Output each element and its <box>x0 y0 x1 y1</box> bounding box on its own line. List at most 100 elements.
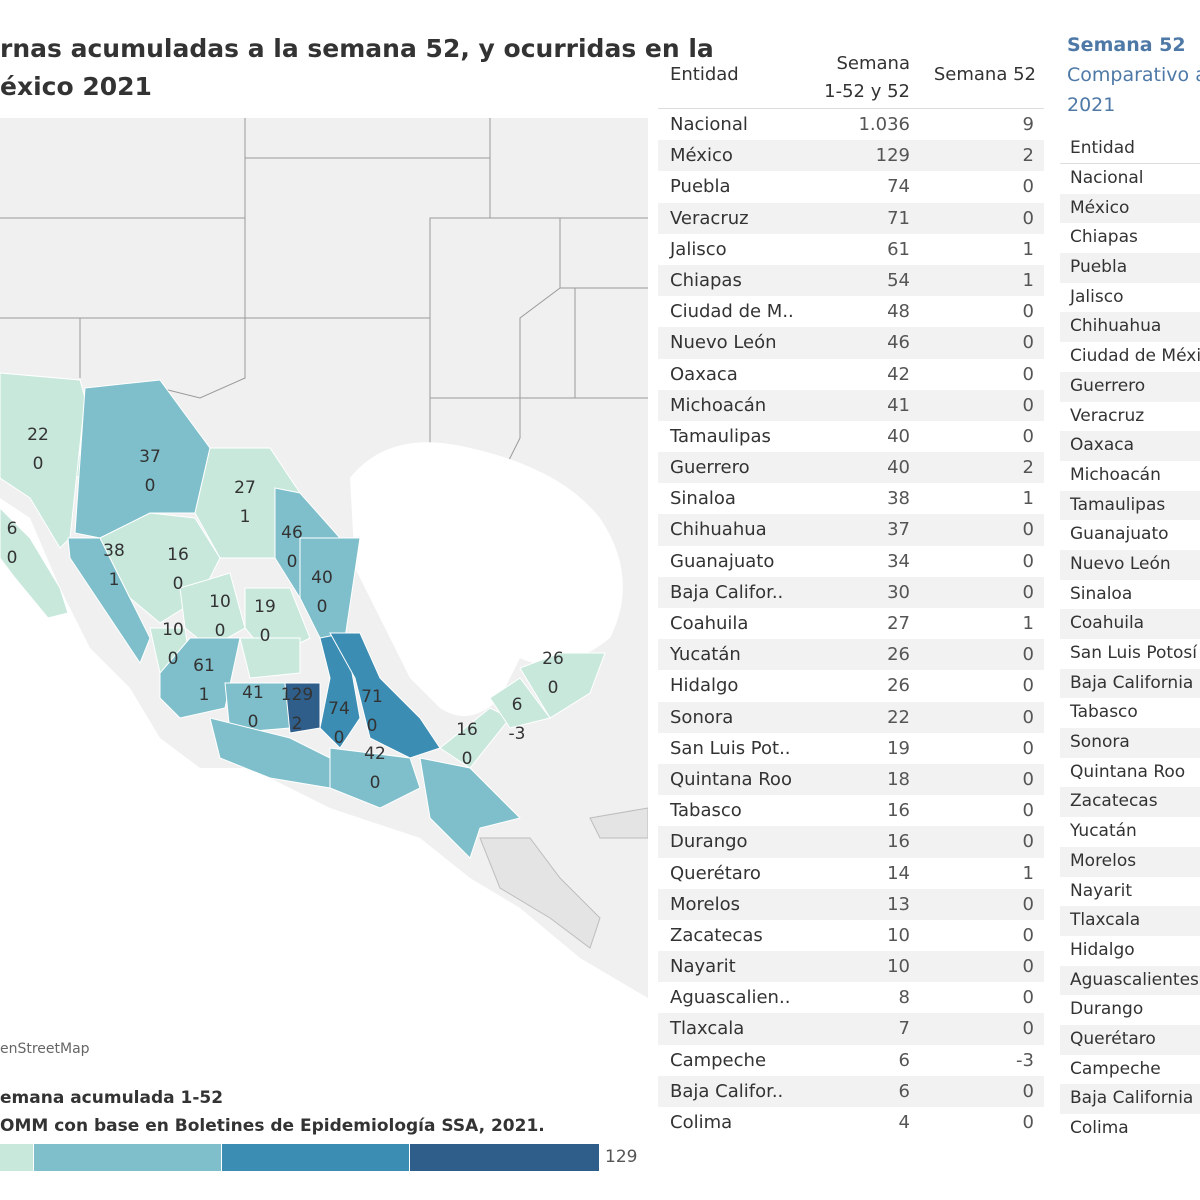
map-label-total: 19 <box>254 597 276 617</box>
table-row[interactable]: Chihuahua 37 0 <box>658 514 1044 546</box>
cell-entidad: Yucatán <box>670 644 741 666</box>
table-row[interactable]: Tlaxcala 7 0 <box>658 1013 1044 1045</box>
cell-total: 30 <box>887 581 910 603</box>
table2-row[interactable]: Baja California <box>1060 668 1200 699</box>
table-row[interactable]: México 129 2 <box>658 140 1044 172</box>
table2-row[interactable]: Tabasco <box>1070 702 1138 723</box>
table2-row[interactable]: Nuevo León <box>1060 549 1200 580</box>
cell-semana-52: 1 <box>1022 238 1034 260</box>
cell-semana-52: 0 <box>1022 987 1034 1009</box>
table-row[interactable]: Nacional 1.036 9 <box>658 109 1044 140</box>
table2-row[interactable]: Chiapas <box>1070 227 1138 248</box>
cell-semana-52: 0 <box>1022 675 1034 697</box>
table-row[interactable]: Hidalgo 26 0 <box>658 670 1044 701</box>
table2-row[interactable]: Morelos <box>1060 846 1200 877</box>
table-row[interactable]: Yucatán 26 0 <box>658 639 1044 671</box>
table-row[interactable]: Baja Califor.. 6 0 <box>658 1075 1044 1107</box>
table2-row[interactable]: Nayarit <box>1070 880 1132 901</box>
table2-row[interactable]: Oaxaca <box>1060 431 1200 461</box>
cell-total: 4 <box>898 1112 910 1133</box>
table-row[interactable]: Puebla 74 0 <box>658 171 1044 202</box>
table-row[interactable]: Michoacán 41 0 <box>658 389 1044 421</box>
table2-row[interactable]: Guerrero <box>1060 371 1200 402</box>
table2-row[interactable]: Yucatán <box>1070 821 1137 842</box>
table2-row[interactable]: Colima <box>1070 1118 1129 1138</box>
cell-total: 22 <box>887 706 910 728</box>
cell-total: 26 <box>887 644 910 666</box>
table2-row[interactable]: Guanajuato <box>1070 524 1169 545</box>
table-row[interactable]: Quintana Roo 18 0 <box>658 763 1044 796</box>
table2-row[interactable]: Chihuahua <box>1060 312 1200 343</box>
map-label-total: 42 <box>364 744 386 764</box>
header-entidad[interactable]: Entidad <box>670 64 739 85</box>
table2-row[interactable]: Puebla <box>1060 253 1200 283</box>
map-label-total: 38 <box>103 541 125 561</box>
map-attribution[interactable]: enStreetMap <box>0 1040 96 1058</box>
table2-row[interactable]: San Luis Potosí <box>1070 643 1198 663</box>
table-row[interactable]: Querétaro 14 1 <box>658 858 1044 889</box>
table-row[interactable]: San Luis Pot.. 19 0 <box>658 733 1044 764</box>
header-semana-1-52[interactable]: Semana 1-52 y 52 <box>808 50 910 106</box>
table-row[interactable]: Zacatecas 10 0 <box>658 920 1044 951</box>
table2-row[interactable]: Hidalgo <box>1070 939 1135 960</box>
table-row[interactable]: Nuevo León 46 0 <box>658 327 1044 359</box>
table2-row[interactable]: Michoacán <box>1070 464 1161 485</box>
table2-row[interactable]: Zacatecas <box>1060 787 1200 818</box>
table2-row[interactable]: Jalisco <box>1070 286 1124 307</box>
map-label-total: 16 <box>456 720 478 740</box>
table2-row[interactable]: Baja California .. <box>1060 1084 1200 1114</box>
cell-entidad: Jalisco <box>670 238 727 260</box>
table-row[interactable]: Morelos 13 0 <box>658 888 1044 920</box>
cell-semana-52: 0 <box>1022 394 1034 416</box>
cell-entidad: Coahuila <box>670 613 749 634</box>
table2-header-entidad[interactable]: Entidad <box>1060 134 1200 164</box>
table-row[interactable]: Ciudad de M.. 48 0 <box>658 296 1044 327</box>
table2-row[interactable]: Campeche <box>1070 1058 1161 1079</box>
table2-row[interactable]: Ciudad de Méxi.. <box>1070 346 1200 367</box>
map-label-total: 71 <box>361 687 383 707</box>
table-row[interactable]: Sinaloa 38 1 <box>658 483 1044 514</box>
table-row[interactable]: Nayarit 10 0 <box>658 951 1044 983</box>
map-label-total: 46 <box>281 523 303 543</box>
table2-row[interactable]: Coahuila <box>1060 609 1200 639</box>
cell-total: 19 <box>887 737 910 759</box>
table2-row[interactable]: Veracruz <box>1070 405 1145 426</box>
table-row[interactable]: Campeche 6 -3 <box>658 1045 1044 1076</box>
cell-semana-52: 0 <box>1022 176 1034 198</box>
table-row[interactable]: Chiapas 54 1 <box>658 264 1044 297</box>
table-row[interactable]: Sonora 22 0 <box>658 701 1044 733</box>
table2-row[interactable]: Nacional <box>1070 168 1144 188</box>
cell-entidad: Veracruz <box>670 207 749 229</box>
table2-row[interactable]: Tamaulipas <box>1060 490 1200 521</box>
table-row[interactable]: Colima 4 0 <box>658 1107 1044 1138</box>
cell-semana-52: 0 <box>1022 581 1034 603</box>
table2-row[interactable]: Querétaro <box>1060 1024 1200 1055</box>
map-label-s52: 0 <box>260 626 271 646</box>
map-label-total: 16 <box>167 545 189 565</box>
table-row[interactable]: Coahuila 27 1 <box>658 608 1044 639</box>
header-semana-52[interactable]: Semana 52 <box>933 64 1036 85</box>
table2-row[interactable]: Durango <box>1070 999 1144 1020</box>
table2-row[interactable]: Sinaloa <box>1070 583 1133 604</box>
table2-row[interactable]: Quintana Roo <box>1070 761 1186 782</box>
table-row[interactable]: Veracruz 71 0 <box>658 202 1044 234</box>
table-row[interactable]: Jalisco 61 1 <box>658 234 1044 265</box>
map-label-s52: -3 <box>509 724 526 744</box>
table-row[interactable]: Tamaulipas 40 0 <box>658 421 1044 452</box>
table-row[interactable]: Oaxaca 42 0 <box>658 359 1044 390</box>
table-row[interactable]: Guerrero 40 2 <box>658 452 1044 484</box>
table2-row[interactable]: México <box>1060 193 1200 224</box>
table2-row[interactable]: Aguascalientes <box>1060 965 1200 996</box>
table-row[interactable]: Baja Califor.. 30 0 <box>658 576 1044 608</box>
cell-entidad: Sinaloa <box>670 488 736 510</box>
cell-total: 18 <box>887 768 910 790</box>
table-row[interactable]: Aguascalien.. 8 0 <box>658 982 1044 1013</box>
table2-row[interactable]: Tlaxcala <box>1060 906 1200 936</box>
table-row[interactable]: Tabasco 16 0 <box>658 795 1044 826</box>
cell-semana-52: 1 <box>1022 269 1034 291</box>
table-row[interactable]: Durango 16 0 <box>658 826 1044 858</box>
choropleth-map[interactable]: 22 0 37 0 27 1 6 0 46 0 38 1 16 0 40 0 1… <box>0 118 648 1064</box>
state-tamaulipas <box>299 537 361 639</box>
table-row[interactable]: Guanajuato 34 0 <box>658 546 1044 577</box>
table2-row[interactable]: Sonora <box>1060 728 1200 758</box>
